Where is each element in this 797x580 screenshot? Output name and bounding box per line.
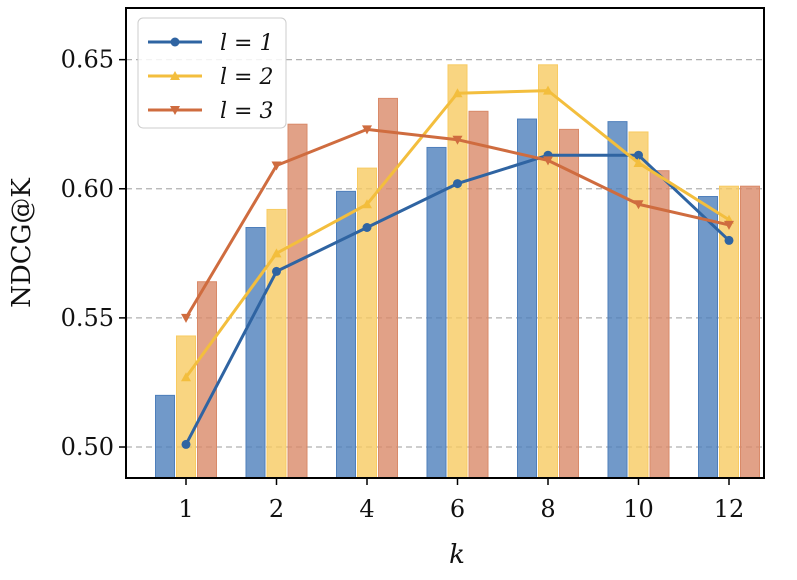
bar-series-1: [155, 394, 175, 479]
point-series-1: [362, 223, 372, 233]
bar-series-3: [559, 128, 579, 479]
point-series-1: [634, 150, 643, 160]
legend-label: l = 3: [220, 99, 273, 124]
bar-series-2: [176, 335, 196, 479]
point-series-3: [452, 135, 463, 145]
legend-entries: l = 1 l = 2 l = 3: [148, 31, 273, 124]
point-series-3: [271, 161, 282, 171]
point-series-3: [362, 125, 372, 135]
bar-series-3: [378, 97, 398, 479]
lines-layer: [181, 85, 734, 449]
bar-series-1: [245, 227, 266, 479]
bar-series-1: [698, 196, 718, 479]
point-series-3: [543, 156, 553, 166]
bar-series-1: [517, 118, 537, 479]
legend-marker: [170, 106, 180, 115]
bar-series-2: [628, 131, 649, 479]
x-tick-label: 4: [359, 495, 374, 523]
point-series-3: [181, 313, 191, 323]
bar-series-3: [468, 110, 489, 479]
legend-marker: [170, 71, 180, 80]
point-series-3: [724, 220, 734, 230]
point-series-2: [452, 88, 463, 98]
point-series-2: [543, 85, 553, 95]
bar-series-2: [538, 64, 558, 479]
x-tick-label: 10: [623, 495, 654, 523]
y-tick-label: 0.55: [61, 304, 114, 332]
axis-layer: 0.500.550.600.651 2 4 6 8 10 12: [61, 46, 745, 523]
bar-series-2: [447, 64, 468, 479]
plot-frame: [125, 7, 765, 479]
bar-series-3: [740, 185, 760, 479]
point-series-2: [633, 157, 644, 167]
y-axis-label: NDCG@K: [7, 178, 37, 308]
bars-layer: [155, 64, 760, 479]
y-tick-label: 0.60: [61, 175, 114, 203]
point-series-2: [362, 199, 372, 209]
x-tick-label: 2: [269, 495, 284, 523]
x-tick-label: 6: [450, 495, 465, 523]
bar-series-3: [649, 170, 670, 479]
point-series-2: [181, 372, 191, 382]
point-series-3: [633, 200, 644, 210]
point-series-2: [271, 248, 282, 258]
point-series-1: [453, 179, 462, 189]
point-series-1: [181, 439, 191, 449]
legend-label: l = 2: [220, 65, 273, 90]
legend-label: l = 1: [220, 31, 273, 56]
x-tick-label: 12: [714, 495, 745, 523]
x-tick-label: 1: [178, 495, 193, 523]
bar-series-1: [607, 121, 628, 479]
legend: l = 1 l = 2 l = 3: [137, 17, 287, 129]
legend-marker: [170, 37, 180, 47]
y-tick-label: 0.50: [61, 433, 114, 461]
bar-series-2: [357, 167, 377, 479]
point-series-1: [272, 266, 281, 276]
bar-series-3: [197, 281, 217, 479]
x-tick-label: 8: [540, 495, 555, 523]
bar-series-2: [719, 185, 739, 479]
point-series-1: [724, 235, 734, 245]
y-tick-label: 0.65: [61, 46, 114, 74]
x-axis-label: k: [449, 540, 465, 570]
bar-series-3: [287, 123, 308, 479]
